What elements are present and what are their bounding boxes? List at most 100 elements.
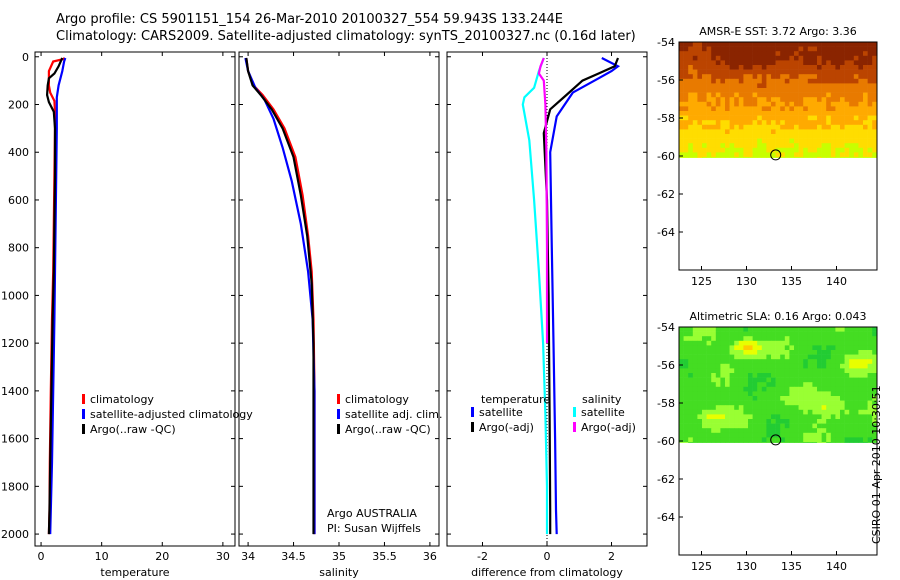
sla_map-cell xyxy=(780,382,786,388)
sst_map-cell xyxy=(706,46,712,52)
sst_map-cell xyxy=(775,60,781,66)
sst_map-cell xyxy=(766,129,772,135)
sla_map-cell xyxy=(867,400,873,406)
sst_map-cell xyxy=(853,157,859,158)
sst_map-cell xyxy=(688,143,694,149)
sst_map-cell xyxy=(706,129,712,135)
sst_map-cell xyxy=(766,143,772,149)
sla_map-cell xyxy=(807,442,813,443)
sla_map-cell xyxy=(706,382,712,388)
sla_map-cell xyxy=(761,396,767,401)
sst_map-cell xyxy=(771,78,776,84)
sla_map-cell xyxy=(743,391,749,397)
sst_map-cell xyxy=(789,46,795,52)
sst_map-cell xyxy=(729,65,735,70)
sla_map-cell xyxy=(715,423,721,429)
sst_map-cell xyxy=(761,134,767,139)
sst_map-cell xyxy=(752,42,758,47)
sla_map-cell xyxy=(844,363,850,369)
sst_map-cell xyxy=(867,111,873,116)
sst_map-cell xyxy=(738,138,744,144)
sst_map-cell xyxy=(738,69,744,75)
sla_map-cell xyxy=(830,340,836,346)
sst_map-cell xyxy=(784,157,790,158)
sst_map-cell xyxy=(725,88,730,93)
sla_map-cell xyxy=(821,336,827,342)
sst_map-cell xyxy=(849,69,855,75)
sla_map-cell xyxy=(863,368,868,374)
sla_map-cell xyxy=(844,414,850,420)
sla_map-cell xyxy=(757,386,763,392)
sst_map-cell xyxy=(803,101,809,107)
sst_map-cell xyxy=(784,134,790,139)
sla_map-cell xyxy=(761,359,767,365)
sst_map-cell xyxy=(812,152,818,158)
sst_map-cell xyxy=(830,124,836,130)
sst_map-cell xyxy=(784,115,790,121)
sst_map-cell xyxy=(766,124,772,130)
sla_map-cell xyxy=(711,423,717,429)
sla_map-cell xyxy=(715,414,721,420)
sla_map-cell xyxy=(775,437,781,443)
sla_map-cell xyxy=(872,382,877,388)
sst_map-cell xyxy=(872,83,877,89)
sla_map-cell xyxy=(697,400,703,406)
sla_map-cell xyxy=(702,386,707,392)
sst_map-cell xyxy=(702,55,707,61)
sst_map-cell xyxy=(725,106,730,112)
sst_map-cell xyxy=(784,129,790,135)
sla_map-cell xyxy=(679,340,684,346)
sla_map-cell xyxy=(780,350,786,355)
sst_map-cell xyxy=(715,101,721,107)
sst_map-cell xyxy=(711,152,717,158)
sst_map-cell xyxy=(835,51,841,57)
sst_map-cell xyxy=(867,147,873,153)
sst_map-cell xyxy=(757,143,763,149)
sst_map-cell xyxy=(715,115,721,121)
sla_map-cell xyxy=(725,368,730,374)
sst_map-cell xyxy=(863,152,868,158)
sla_map-cell xyxy=(683,423,689,429)
sla_map-cell xyxy=(784,359,790,365)
sla_map-cell xyxy=(789,350,795,355)
depth-tick-label: 1200 xyxy=(1,337,29,350)
sst_map-cell xyxy=(794,60,799,66)
sst_map-cell xyxy=(775,78,781,84)
sla_map-cell xyxy=(807,428,813,434)
sla_map-cell xyxy=(720,432,726,438)
sla_map-cell xyxy=(729,414,735,420)
sst_map-cell xyxy=(817,92,822,98)
sst_map-cell xyxy=(784,106,790,112)
sst_map-cell xyxy=(789,51,795,57)
sla_map-cell xyxy=(748,428,753,434)
sla_map-cell xyxy=(872,396,877,401)
sst_map-cell xyxy=(794,115,799,121)
sst_map-cell xyxy=(817,106,822,112)
salinity-legend-item-swatch xyxy=(337,424,340,434)
sla_map-cell xyxy=(872,336,877,342)
sla_map-cell xyxy=(734,363,740,369)
sst_map-cell xyxy=(858,97,864,103)
sst_map-cell xyxy=(771,129,776,135)
sst_map-cell xyxy=(867,88,873,93)
sla_map-cell xyxy=(720,428,726,434)
sla_map-cell xyxy=(752,391,758,397)
sst_map-cell xyxy=(688,101,694,107)
sla_map-cell xyxy=(780,359,786,365)
sla_map-cell xyxy=(867,419,873,424)
sla_map-cell xyxy=(729,423,735,429)
sla_map-cell xyxy=(715,354,721,360)
sla_map-cell xyxy=(729,382,735,388)
sst_map-cell xyxy=(803,78,809,84)
sst_map-cell xyxy=(784,143,790,149)
sla_map-cell xyxy=(812,340,818,346)
sst_map-cell xyxy=(702,78,707,84)
sla_map-cell xyxy=(688,386,694,392)
sst_map-cell xyxy=(702,157,707,158)
difference-legend-temperature-header: temperature xyxy=(481,393,550,406)
sst_map-cell xyxy=(679,157,684,158)
sla_map-cell xyxy=(738,359,744,365)
sla_map-cell xyxy=(872,363,877,369)
sst_map-cell xyxy=(830,152,836,158)
sst_map-cell xyxy=(725,124,730,130)
